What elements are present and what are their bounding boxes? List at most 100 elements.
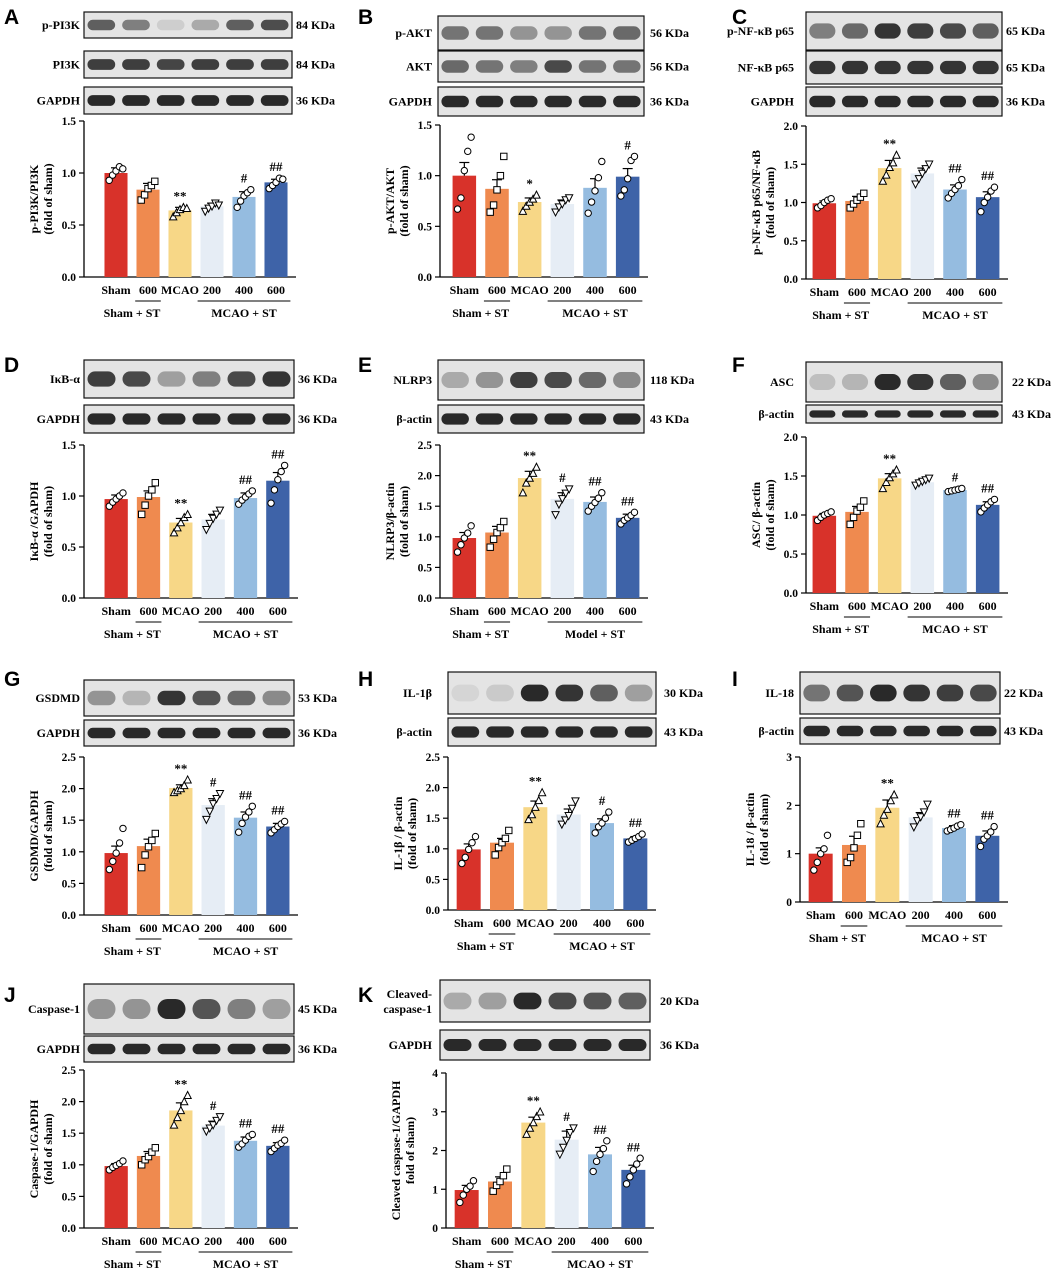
- blot-band: [809, 95, 836, 108]
- y-tick-label: 1.5: [62, 1128, 77, 1140]
- panel-letter: C: [732, 6, 747, 29]
- data-point: [919, 808, 929, 817]
- blot-protein-label: PI3K: [53, 58, 81, 72]
- x-tick-label: 400: [593, 916, 611, 930]
- y-tick-label: 2.0: [62, 1097, 77, 1109]
- data-point: [245, 808, 253, 816]
- x-tick-label: 200: [558, 1234, 576, 1248]
- data-point: [173, 1112, 182, 1122]
- data-point: [151, 1144, 160, 1152]
- data-point: [827, 508, 835, 516]
- group-label-left: Sham + ST: [452, 306, 509, 320]
- data-point: [889, 789, 899, 799]
- data-point: [636, 1154, 644, 1162]
- panel-letter: I: [732, 668, 738, 691]
- y-axis-label-line1: IL-18 / β-actin: [743, 792, 757, 866]
- blot-band: [122, 95, 150, 106]
- data-point: [460, 166, 469, 175]
- bar: [104, 173, 128, 277]
- blot-band: [841, 60, 869, 75]
- x-tick-label: MCAO: [516, 916, 554, 930]
- y-tick-label: 1.0: [784, 510, 799, 522]
- data-point: [916, 813, 926, 822]
- bar: [943, 189, 967, 279]
- data-point: [466, 1182, 474, 1190]
- data-point: [823, 831, 832, 839]
- group-label-right: Model + ST: [565, 627, 625, 641]
- y-axis-label: Cleaved caspase-1/GAPDH fold of sham): [389, 1080, 417, 1220]
- bar: [104, 499, 128, 598]
- blot-band: [613, 413, 641, 425]
- bar: [590, 823, 614, 910]
- data-point: [881, 170, 891, 179]
- significance-label: ##: [629, 815, 643, 830]
- data-point: [151, 177, 159, 186]
- blot-protein-label: caspase-1: [383, 1002, 432, 1016]
- data-point: [486, 543, 494, 551]
- blot-band: [618, 1039, 647, 1051]
- y-tick-label: 1.0: [426, 844, 441, 856]
- data-point: [853, 831, 862, 839]
- bar: [233, 498, 258, 598]
- blot-band: [191, 59, 220, 70]
- blot-frame: [437, 15, 645, 51]
- data-point: [638, 830, 646, 838]
- bar: [136, 846, 161, 915]
- x-tick-label: 200: [553, 283, 571, 297]
- data-point: [557, 200, 567, 209]
- data-point: [500, 517, 508, 526]
- data-point: [169, 527, 179, 537]
- blot-kda-label: 36 KDa: [298, 412, 337, 426]
- blot-kda-label: 30 KDa: [664, 686, 703, 700]
- blot-band: [544, 26, 572, 40]
- blot-band: [803, 684, 830, 702]
- data-point: [885, 162, 895, 172]
- significance-label: ##: [981, 168, 995, 183]
- blot-kda-label: 43 KDa: [664, 725, 703, 739]
- blot-band: [836, 725, 864, 737]
- bar: [845, 511, 869, 593]
- data-point: [591, 187, 599, 195]
- data-point: [179, 780, 189, 790]
- bar: [169, 787, 193, 915]
- data-point: [499, 1171, 508, 1180]
- x-tick-label: 600: [848, 285, 866, 299]
- y-axis-label-line2: (fold of sham): [41, 1113, 55, 1184]
- blot-frame: [439, 1029, 651, 1061]
- data-point: [589, 1167, 597, 1176]
- data-point: [599, 1144, 608, 1153]
- bar: [583, 501, 607, 598]
- data-point: [535, 1106, 545, 1116]
- y-axis-label-line2: (fold of sham): [41, 800, 55, 871]
- data-point: [468, 838, 476, 847]
- y-tick-label: 3: [432, 1107, 438, 1119]
- blot-band: [513, 992, 542, 1010]
- blot-band: [262, 690, 291, 706]
- data-point: [469, 1177, 478, 1185]
- bar: [943, 490, 967, 593]
- x-tick-label: 200: [913, 599, 931, 613]
- blot-protein-label: NF-κB p65: [738, 61, 794, 75]
- y-tick-label: 1.5: [418, 501, 433, 513]
- y-axis-label-line2: (fold of sham): [405, 798, 419, 869]
- blot-frame: [83, 11, 293, 39]
- blot-band: [972, 60, 999, 75]
- data-point: [112, 849, 120, 857]
- y-tick-label: 2.5: [62, 1065, 77, 1077]
- bar: [266, 826, 290, 915]
- blot-band: [613, 26, 641, 40]
- y-tick-label: 0.0: [426, 905, 441, 917]
- x-tick-label: 200: [913, 285, 931, 299]
- blot-frame: [439, 979, 651, 1023]
- group-label-left: Sham + ST: [452, 627, 509, 641]
- bar: [266, 480, 290, 598]
- y-axis-label-line2: fold of sham): [403, 1117, 417, 1184]
- y-tick-label: 1.0: [62, 1160, 77, 1172]
- y-tick-label: 0.5: [426, 874, 441, 886]
- blot-band: [939, 374, 967, 390]
- blot-band: [590, 684, 618, 702]
- blot-kda-label: 56 KDa: [650, 60, 689, 74]
- data-point: [151, 479, 160, 487]
- data-point: [248, 802, 257, 810]
- data-point: [119, 165, 127, 173]
